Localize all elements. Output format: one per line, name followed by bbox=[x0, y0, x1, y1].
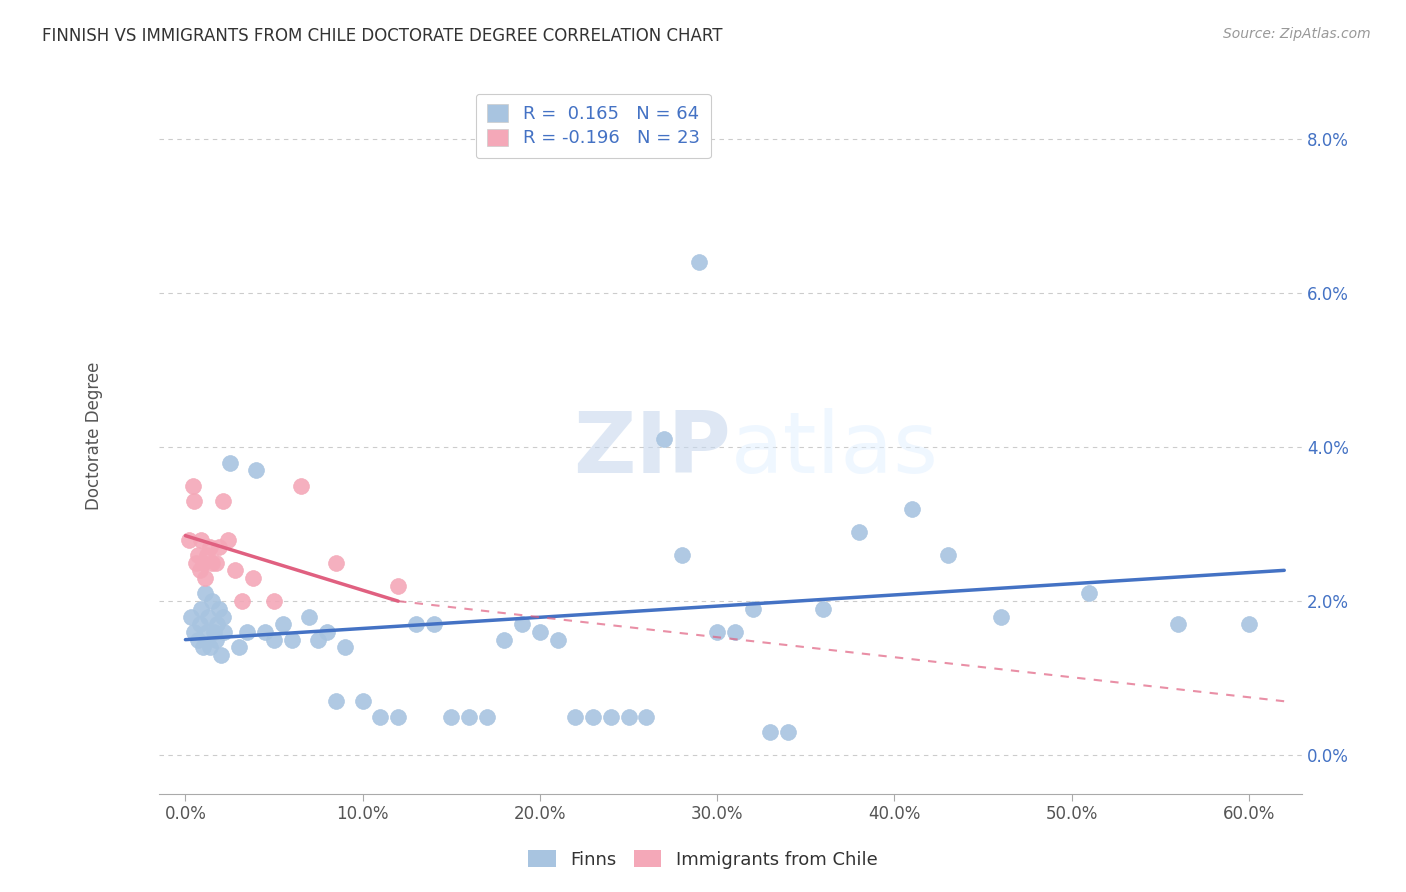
Point bbox=[224, 563, 246, 577]
Point bbox=[706, 624, 728, 639]
Point bbox=[325, 694, 347, 708]
Point bbox=[190, 602, 212, 616]
Point bbox=[208, 602, 231, 616]
Point bbox=[195, 624, 218, 639]
Point bbox=[204, 632, 226, 647]
Point bbox=[183, 624, 205, 639]
Point bbox=[901, 501, 924, 516]
Point bbox=[281, 632, 304, 647]
Point bbox=[201, 594, 224, 608]
Point bbox=[194, 571, 217, 585]
Point bbox=[236, 624, 259, 639]
Point bbox=[231, 594, 253, 608]
Y-axis label: Doctorate Degree: Doctorate Degree bbox=[86, 361, 103, 509]
Point bbox=[177, 533, 200, 547]
Point bbox=[271, 617, 294, 632]
Point bbox=[202, 624, 225, 639]
Point bbox=[197, 609, 219, 624]
Point bbox=[190, 533, 212, 547]
Point bbox=[184, 556, 207, 570]
Point bbox=[316, 624, 339, 639]
Point bbox=[1078, 586, 1101, 600]
Text: atlas: atlas bbox=[730, 409, 938, 491]
Point bbox=[652, 433, 675, 447]
Point bbox=[813, 602, 835, 616]
Point bbox=[218, 456, 240, 470]
Point bbox=[510, 617, 533, 632]
Point bbox=[599, 709, 621, 723]
Point bbox=[636, 709, 658, 723]
Point bbox=[187, 548, 209, 562]
Point bbox=[254, 624, 277, 639]
Legend: R =  0.165   N = 64, R = -0.196   N = 23: R = 0.165 N = 64, R = -0.196 N = 23 bbox=[475, 94, 710, 158]
Text: FINNISH VS IMMIGRANTS FROM CHILE DOCTORATE DEGREE CORRELATION CHART: FINNISH VS IMMIGRANTS FROM CHILE DOCTORA… bbox=[42, 27, 723, 45]
Point bbox=[180, 609, 202, 624]
Point bbox=[191, 640, 214, 655]
Point bbox=[688, 255, 710, 269]
Point bbox=[242, 571, 264, 585]
Point bbox=[759, 725, 782, 739]
Point bbox=[1237, 617, 1260, 632]
Point bbox=[724, 624, 747, 639]
Point bbox=[529, 624, 551, 639]
Point bbox=[990, 609, 1012, 624]
Point bbox=[405, 617, 427, 632]
Point bbox=[209, 648, 232, 662]
Point bbox=[245, 463, 267, 477]
Point bbox=[370, 709, 392, 723]
Point bbox=[181, 478, 204, 492]
Legend: Finns, Immigrants from Chile: Finns, Immigrants from Chile bbox=[523, 845, 883, 874]
Point bbox=[458, 709, 481, 723]
Point bbox=[191, 556, 214, 570]
Point bbox=[217, 533, 239, 547]
Point bbox=[387, 709, 409, 723]
Point bbox=[200, 640, 222, 655]
Point bbox=[848, 524, 870, 539]
Point bbox=[307, 632, 329, 647]
Point bbox=[263, 594, 285, 608]
Point bbox=[290, 478, 312, 492]
Point bbox=[195, 548, 218, 562]
Point bbox=[183, 494, 205, 508]
Point bbox=[617, 709, 640, 723]
Point bbox=[776, 725, 799, 739]
Point bbox=[187, 632, 209, 647]
Point bbox=[263, 632, 285, 647]
Point bbox=[475, 709, 498, 723]
Point bbox=[671, 548, 693, 562]
Point bbox=[494, 632, 516, 647]
Text: ZIP: ZIP bbox=[572, 409, 730, 491]
Point bbox=[352, 694, 374, 708]
Point bbox=[582, 709, 605, 723]
Text: Source: ZipAtlas.com: Source: ZipAtlas.com bbox=[1223, 27, 1371, 41]
Point bbox=[188, 563, 211, 577]
Point bbox=[207, 617, 229, 632]
Point bbox=[188, 617, 211, 632]
Point bbox=[564, 709, 586, 723]
Point bbox=[547, 632, 569, 647]
Point bbox=[387, 579, 409, 593]
Point bbox=[208, 540, 231, 554]
Point bbox=[298, 609, 321, 624]
Point bbox=[325, 556, 347, 570]
Point bbox=[194, 586, 217, 600]
Point bbox=[204, 556, 226, 570]
Point bbox=[422, 617, 444, 632]
Point bbox=[741, 602, 763, 616]
Point bbox=[211, 609, 233, 624]
Point bbox=[440, 709, 463, 723]
Point bbox=[333, 640, 356, 655]
Point bbox=[214, 624, 236, 639]
Point bbox=[936, 548, 959, 562]
Point bbox=[211, 494, 233, 508]
Point bbox=[201, 556, 224, 570]
Point bbox=[228, 640, 250, 655]
Point bbox=[200, 540, 222, 554]
Point bbox=[1167, 617, 1189, 632]
